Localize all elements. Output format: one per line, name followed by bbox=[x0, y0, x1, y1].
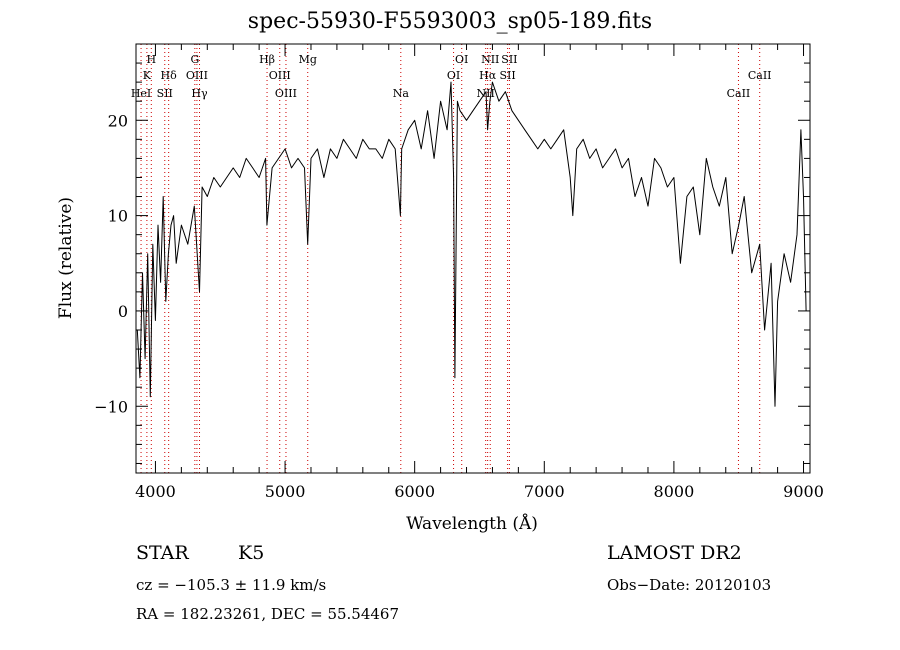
object-subclass: K5 bbox=[238, 542, 265, 564]
spectral-line-label: SII bbox=[501, 53, 517, 66]
y-tick-label: 20 bbox=[108, 111, 128, 130]
spectrum-line bbox=[136, 81, 807, 407]
spectral-line-label: OI bbox=[447, 69, 460, 82]
y-tick-label: 10 bbox=[108, 207, 128, 226]
spectral-line-label: Mg bbox=[299, 53, 317, 66]
chart-title: spec-55930-F5593003_sp05-189.fits bbox=[247, 9, 653, 34]
x-axis-label: Wavelength (Å) bbox=[406, 513, 538, 534]
spectral-line-label: K bbox=[143, 69, 152, 82]
spectral-line-label: OIII bbox=[269, 69, 291, 82]
x-tick-label: 4000 bbox=[135, 482, 176, 501]
spectral-line-label: OI bbox=[455, 53, 468, 66]
spectral-line-label: H bbox=[146, 53, 156, 66]
spectral-line-label: Hα bbox=[479, 69, 497, 82]
y-axis-label: Flux (relative) bbox=[56, 197, 76, 319]
y-tick-label: −10 bbox=[94, 397, 128, 416]
x-tick-label: 5000 bbox=[265, 482, 306, 501]
spectral-line-label: G bbox=[190, 53, 199, 66]
spectral-line-label: OIII bbox=[275, 87, 297, 100]
coordinates: RA = 182.23261, DEC = 55.54467 bbox=[136, 605, 400, 623]
x-tick-label: 9000 bbox=[783, 482, 824, 501]
spectral-line-label: NII bbox=[477, 87, 495, 100]
object-class: STAR bbox=[136, 542, 189, 564]
spectral-line-label: OIII bbox=[186, 69, 208, 82]
spectral-line-label: SII bbox=[157, 87, 173, 100]
spectral-line-label: CaII bbox=[748, 69, 772, 82]
spectral-line-label: HeI bbox=[131, 87, 151, 100]
observation-date: Obs−Date: 20120103 bbox=[607, 576, 772, 594]
y-tick-label: 0 bbox=[118, 302, 128, 321]
x-tick-label: 7000 bbox=[524, 482, 565, 501]
spectral-line-label: Hβ bbox=[259, 53, 275, 66]
spectral-line-label: SII bbox=[499, 69, 515, 82]
spectral-line-label: CaII bbox=[727, 87, 751, 100]
redshift-value: cz = −105.3 ± 11.9 km/s bbox=[136, 576, 327, 594]
spectral-line-label: NII bbox=[481, 53, 499, 66]
x-tick-label: 8000 bbox=[654, 482, 695, 501]
survey-name: LAMOST DR2 bbox=[607, 542, 742, 564]
plot-frame bbox=[135, 43, 811, 474]
spectral-line-label: Hγ bbox=[191, 87, 208, 100]
spectral-line-label: Hδ bbox=[161, 69, 178, 82]
spectral-line-label: Na bbox=[393, 87, 410, 100]
x-tick-label: 6000 bbox=[394, 482, 435, 501]
